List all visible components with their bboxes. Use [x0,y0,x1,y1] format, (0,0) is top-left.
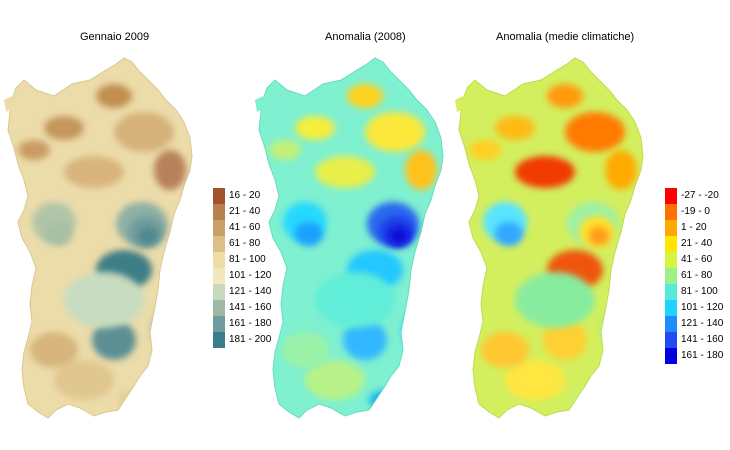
value-patch [64,156,124,188]
legend-swatch [665,316,677,332]
legend-swatch [213,284,225,300]
legend-label: 181 - 200 [229,334,272,345]
legend-label: 101 - 120 [681,302,724,313]
value-patch [54,360,114,400]
panel-title-anomalia-medie: Anomalia (medie climatiche) [496,31,635,43]
value-patch [389,227,409,245]
islet [255,96,265,112]
legend-label: 1 - 20 [681,222,707,233]
legend-label: 81 - 100 [681,286,718,297]
panel-title-anomalia-2008: Anomalia (2008) [325,31,406,43]
legend-swatch [665,252,677,268]
legend-label: 61 - 80 [681,270,713,281]
legend-swatch [213,268,225,284]
value-patch [295,116,335,140]
value-patch [138,227,158,245]
legend-label: 161 - 180 [229,318,272,329]
legend-label: 41 - 60 [681,254,713,265]
value-patch [547,84,583,108]
legend-swatch [213,204,225,220]
legend-anomalia: -27 - -20 -19 - 0 1 - 20 21 - 40 41 - 60 61 -… [665,188,727,364]
legend-swatch [665,348,677,364]
islet [455,96,465,112]
value-patch [343,320,387,360]
legend-swatch [213,316,225,332]
legend-swatch [665,188,677,204]
legend-label: 21 - 40 [681,238,713,249]
legend-swatch [213,188,225,204]
value-patch [405,150,437,190]
legend-gennaio-2009: 16 - 20 21 - 40 41 - 60 61 - 80 81 - 100 101 … [213,188,273,348]
legend-label: 16 - 20 [229,190,261,201]
value-patch [495,222,523,246]
panel-title-gennaio: Gennaio 2009 [80,31,150,43]
value-patch [515,272,595,328]
legend-swatch [213,300,225,316]
value-patch [543,320,587,360]
legend-swatch [665,284,677,300]
value-patch [154,150,186,190]
value-patch [469,140,501,160]
value-patch [44,222,72,246]
value-patch [295,222,323,246]
legend-label: 61 - 80 [229,238,261,249]
legend-label: 121 - 140 [229,286,272,297]
value-patch [565,112,625,152]
legend-swatch [665,332,677,348]
value-patch [505,360,565,400]
value-patch [18,140,50,160]
value-patch [281,332,329,368]
value-patch [44,116,84,140]
value-patch [114,112,174,152]
legend-label: 121 - 140 [681,318,724,329]
value-patch [369,390,401,410]
value-patch [515,156,575,188]
value-patch [481,332,529,368]
legend-label: 101 - 120 [229,270,272,281]
value-patch [150,310,178,350]
value-patch [401,310,429,350]
legend-swatch [213,236,225,252]
value-patch [605,150,637,190]
value-patch [305,360,365,400]
legend-swatch [213,220,225,236]
legend-label: 141 - 160 [229,302,272,313]
map-anomalia-medie-climatiche [455,57,644,419]
value-patch [118,390,150,410]
legend-label: 21 - 40 [229,206,261,217]
legend-swatch [213,252,225,268]
legend-label: 41 - 60 [229,222,261,233]
legend-swatch [665,204,677,220]
value-patch [92,320,136,360]
legend-label: 81 - 100 [229,254,266,265]
value-patch [315,272,395,328]
value-patch [365,112,425,152]
legend-swatch [665,300,677,316]
map-gennaio-2009 [4,57,193,419]
value-patch [569,390,601,410]
value-patch [601,310,629,350]
value-patch [64,272,144,328]
value-patch [269,140,301,160]
value-patch [589,227,609,245]
map-anomalia-2008 [255,57,444,419]
value-patch [315,156,375,188]
value-patch [30,332,78,368]
legend-label: -19 - 0 [681,206,710,217]
value-patch [96,84,132,108]
legend-label: 161 - 180 [681,350,724,361]
value-patch [495,116,535,140]
legend-swatch [665,220,677,236]
legend-label: -27 - -20 [681,190,719,201]
legend-swatch [213,332,225,348]
islet [4,96,14,112]
legend-label: 141 - 160 [681,334,724,345]
legend-swatch [665,268,677,284]
value-patch [347,84,383,108]
legend-swatch [665,236,677,252]
